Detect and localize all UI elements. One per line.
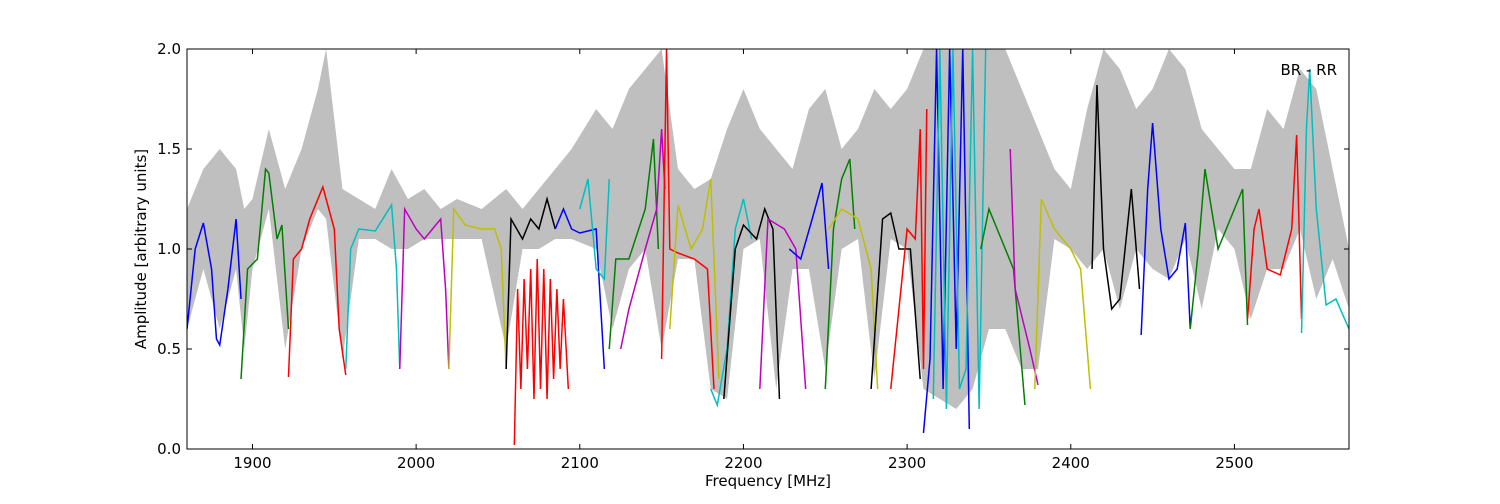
y-tick-label: 0.0: [157, 440, 181, 458]
series-line: [554, 207, 606, 370]
series-line: [1300, 68, 1349, 334]
series-line: [669, 178, 720, 380]
series-line: [287, 184, 347, 378]
series-line: [448, 206, 507, 370]
series-line: [1009, 148, 1039, 386]
x-tick-label: 2200: [724, 454, 762, 472]
series-line: [1034, 198, 1092, 390]
series-line: [579, 178, 610, 281]
x-tick-label: 2100: [561, 454, 599, 472]
series-line: [399, 206, 450, 370]
annotation: BR - RR: [1280, 61, 1337, 79]
series-line: [505, 196, 556, 370]
y-tick-label: 1.0: [157, 240, 181, 258]
series-line: [1189, 168, 1249, 330]
y-tick-label: 0.5: [157, 340, 181, 358]
series-line: [1140, 122, 1191, 336]
series-line: [889, 108, 928, 390]
series-line: [922, 49, 971, 434]
series-line: [723, 206, 781, 400]
x-tick-label: 2400: [1052, 454, 1090, 472]
x-tick-label: 2500: [1215, 454, 1253, 472]
y-tick-label: 2.0: [157, 40, 181, 58]
series-line: [824, 158, 856, 390]
x-tick-label: 1900: [233, 454, 271, 472]
series-line: [827, 207, 879, 390]
series-line: [608, 138, 660, 350]
y-axis-label: Amplitude [arbitrary units]: [132, 149, 150, 349]
series-line: [788, 182, 830, 270]
series-line: [870, 211, 921, 390]
x-axis-label: Frequency [MHz]: [705, 472, 831, 490]
series-line: [759, 217, 807, 390]
series-line: [345, 202, 401, 370]
series-line: [660, 49, 715, 390]
x-tick-label: 2000: [397, 454, 435, 472]
series-line: [710, 198, 753, 408]
series-line: [240, 167, 290, 380]
series-line: [1246, 134, 1303, 320]
series-line: [187, 218, 242, 348]
series-line: [1091, 84, 1141, 311]
series-line: [619, 128, 666, 350]
x-tick-label: 2300: [888, 454, 926, 472]
series-line: [932, 49, 987, 410]
series-line: [513, 258, 570, 446]
plot-area: [187, 49, 1349, 446]
y-tick-label: 1.5: [157, 140, 181, 158]
